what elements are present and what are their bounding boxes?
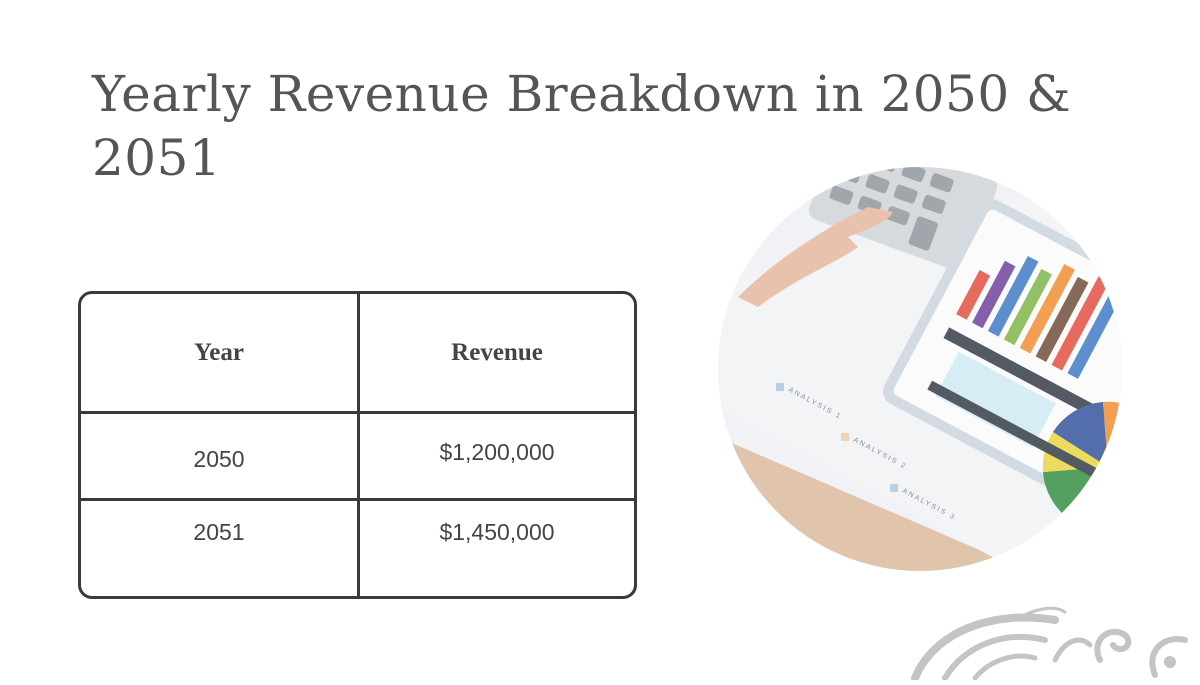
decorative-flourish — [905, 600, 1200, 685]
cell-revenue-2051: $1,450,000 — [439, 518, 555, 545]
column-divider — [357, 294, 360, 596]
header-revenue: Revenue — [451, 338, 543, 366]
cell-revenue-2050: $1,200,000 — [439, 438, 555, 465]
slide-title: Yearly Revenue Breakdown in 2050 & 2051 — [92, 65, 1072, 187]
row-divider — [81, 411, 634, 414]
cell-year-2050: 2050 — [193, 445, 245, 472]
revenue-table: Year Revenue 2050 $1,200,000 2051 $1,450… — [78, 291, 637, 599]
header-year: Year — [194, 338, 244, 366]
financial-analysis-photo: ANALYSIS 1 ANALYSIS 2 ANALYSIS 3 — [718, 167, 1122, 571]
cell-year-2051: 2051 — [193, 518, 245, 545]
row-divider — [81, 498, 634, 501]
